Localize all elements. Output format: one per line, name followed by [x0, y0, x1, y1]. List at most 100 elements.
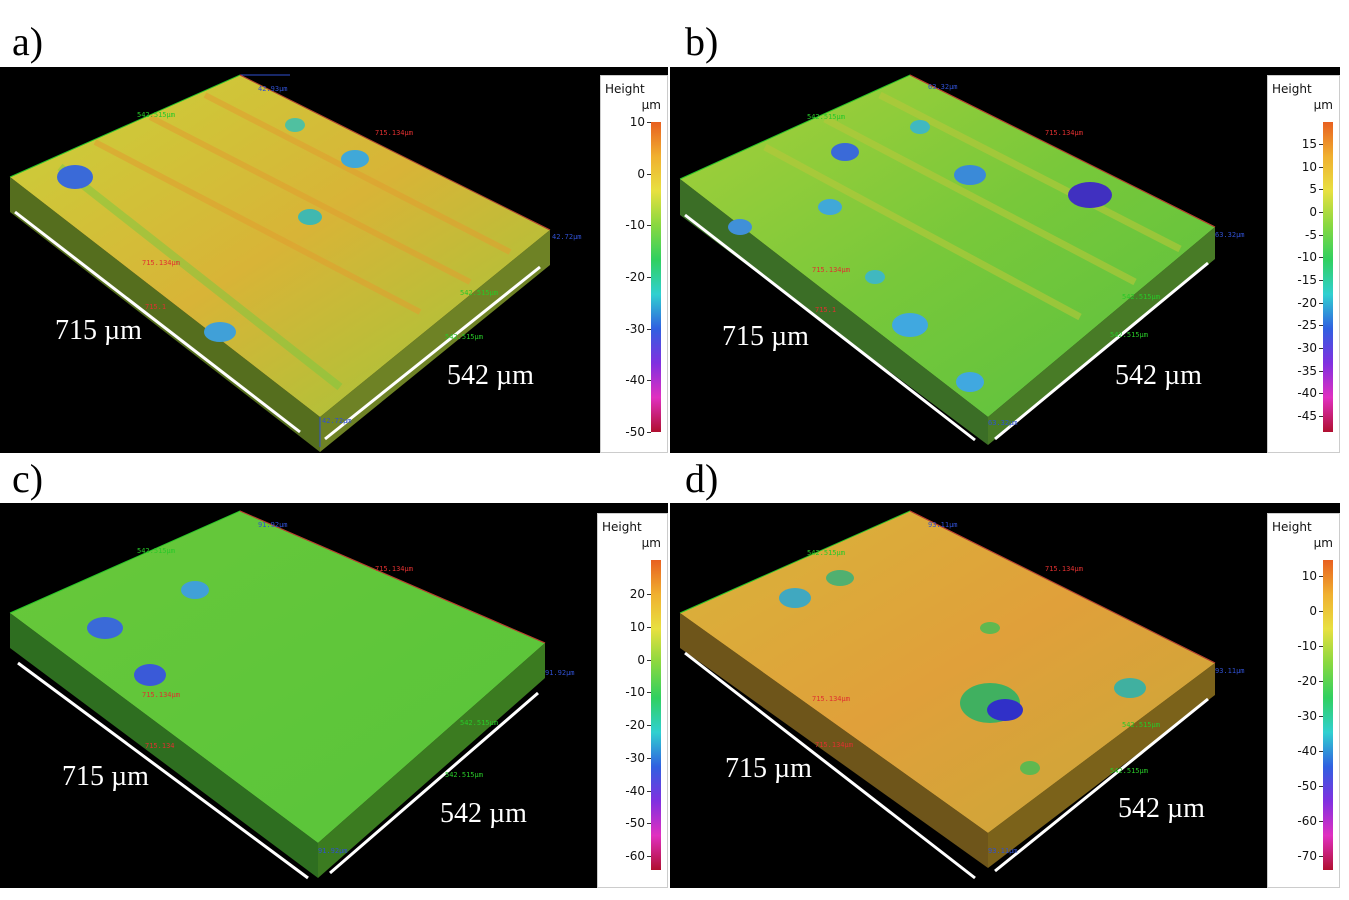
colorbar-tick-label: -35	[1297, 363, 1317, 378]
colorbar-tick-label: 0	[637, 652, 645, 667]
axis-label: 715.134µm	[815, 741, 853, 749]
colorbar-tick-mark	[1319, 751, 1323, 752]
colorbar-tick-label: -10	[625, 685, 645, 700]
colorbar: Height µm 10 0 -10 -20 -30 -40 -50 -60 -70	[1267, 513, 1340, 888]
colorbar-tick-mark	[1319, 144, 1323, 145]
colorbar-tick-label: -50	[625, 816, 645, 831]
colorbar-tick-label: -30	[1297, 709, 1317, 723]
axis-label: 542.515µm	[137, 547, 175, 555]
colorbar-title: Height	[1272, 520, 1312, 534]
pit	[57, 165, 93, 189]
colorbar-tick-mark	[1319, 302, 1323, 304]
colorbar-tick-label: -30	[625, 750, 645, 765]
colorbar-tick-label: -20	[625, 270, 645, 284]
axis-label: 91.92µm	[258, 521, 288, 529]
colorbar-gradient	[1323, 560, 1333, 870]
colorbar: Height µm 20 10 0 -10 -20 -30 -40 -50 -60	[597, 513, 668, 888]
dimension-y-label: 542 µm	[1118, 793, 1205, 824]
colorbar-tick-mark	[1319, 370, 1323, 372]
axis-label: 542.515µm	[1110, 767, 1148, 775]
colorbar-tick-label: 5	[1309, 182, 1317, 197]
axis-label: 715.1	[815, 306, 836, 314]
colorbar-tick-label: -40	[1297, 386, 1317, 401]
axis-label: 715.134µm	[1045, 129, 1083, 137]
axis-label: 542.515µm	[807, 113, 845, 121]
colorbar-tick-label: 0	[1309, 205, 1317, 219]
colorbar-tick-mark	[1319, 611, 1323, 612]
colorbar-tick-label: -40	[625, 373, 645, 388]
colorbar-tick-mark	[1319, 393, 1323, 395]
colorbar-tick-mark	[647, 823, 651, 825]
colorbar-tick-mark	[647, 432, 651, 433]
panel-c-letter: c)	[12, 456, 44, 501]
axis-label: 715.134µm	[812, 266, 850, 274]
axis-label: 42.72µm	[552, 233, 582, 241]
axis-label: 715.134µm	[812, 695, 850, 703]
colorbar-tick-label: -20	[625, 718, 645, 732]
dimension-y-label: 542 µm	[447, 360, 534, 391]
colorbar-tick-mark	[647, 626, 651, 628]
colorbar-title: Height	[1272, 82, 1312, 96]
colorbar-tick-label: -10	[625, 218, 645, 233]
colorbar-tick-label: 0	[1309, 604, 1317, 618]
colorbar-tick-label: -40	[1297, 744, 1317, 758]
colorbar-tick-mark	[647, 173, 651, 175]
axis-label: 42.72µm	[322, 417, 352, 425]
axis-label: 63.32µm	[1215, 231, 1245, 239]
colorbar-tick-mark	[1319, 280, 1323, 281]
colorbar-tick-mark	[647, 380, 651, 382]
colorbar-tick-mark	[647, 692, 651, 694]
colorbar-tick-label: -5	[1305, 227, 1317, 242]
colorbar-tick-label: 10	[629, 619, 645, 634]
colorbar-title: Height	[605, 82, 645, 96]
dimension-x-label: 715 µm	[62, 761, 149, 792]
colorbar-tick-mark	[1319, 189, 1323, 191]
colorbar-tick-mark	[647, 328, 651, 330]
dimension-x-label: 715 µm	[55, 315, 142, 346]
colorbar-tick-mark	[647, 725, 651, 726]
axis-label: 91.92µm	[318, 847, 348, 855]
axis-label: 93.11µm	[928, 521, 958, 529]
colorbar-unit: µm	[1313, 98, 1333, 112]
colorbar-tick-mark	[647, 790, 651, 792]
axis-label: 542.515µm	[1122, 721, 1160, 729]
dimension-y-label: 542 µm	[1115, 360, 1202, 391]
axis-label: 715.134µm	[142, 259, 180, 267]
axis-label: 715.1	[145, 303, 166, 311]
panel-b-plot: 542.515µm 715.134µm 63.32µm 63.32µm 715.…	[670, 67, 1340, 453]
axis-label: 93.11µm	[988, 847, 1018, 855]
panel-d-surface: 542.515µm 715.134µm 93.11µm 93.11µm 715.…	[679, 510, 1245, 880]
colorbar-tick-mark	[1319, 212, 1323, 213]
colorbar-tick-label: 15	[1301, 137, 1317, 151]
colorbar-gradient	[1323, 122, 1333, 432]
colorbar-tick-label: -30	[1297, 341, 1317, 355]
colorbar-unit: µm	[641, 98, 661, 112]
colorbar-gradient	[651, 560, 661, 870]
colorbar: Height µm 15 10 5 0 -5 -10 -15 -20 -25 -30 -35 -40 -…	[1267, 75, 1340, 453]
colorbar-tick-mark	[1319, 576, 1323, 577]
colorbar-tick-label: -10	[1297, 250, 1317, 265]
colorbar-tick-label: -70	[1297, 849, 1317, 863]
axis-label: 91.92µm	[545, 669, 575, 677]
colorbar-tick-mark	[1319, 234, 1323, 236]
axis-label: 93.11µm	[1215, 667, 1245, 675]
colorbar-tick-mark	[1319, 257, 1323, 259]
colorbar-tick-mark	[1319, 716, 1323, 717]
axis-label: 542.515µm	[460, 719, 498, 727]
colorbar: Height µm 10 0 -10 -20 -30 -40 -50	[600, 75, 668, 453]
axis-label: 542.515µm	[1110, 331, 1148, 339]
colorbar-tick-mark	[647, 659, 651, 661]
panel-b-surface: 542.515µm 715.134µm 63.32µm 63.32µm 715.…	[679, 74, 1245, 445]
colorbar-tick-label: -50	[625, 425, 645, 439]
colorbar-unit: µm	[1313, 536, 1333, 550]
colorbar-tick-mark	[1319, 856, 1323, 857]
colorbar-tick-label: -40	[625, 783, 645, 798]
colorbar-unit: µm	[641, 536, 661, 550]
colorbar-tick-label: -45	[1297, 409, 1317, 423]
axis-label: 715.134µm	[375, 129, 413, 137]
colorbar-tick-label: -15	[1297, 273, 1317, 287]
colorbar-tick-label: 10	[1301, 159, 1317, 174]
colorbar-tick-mark	[1319, 416, 1323, 417]
colorbar-tick-label: -20	[1297, 295, 1317, 310]
colorbar-tick-label: -25	[1297, 318, 1317, 333]
